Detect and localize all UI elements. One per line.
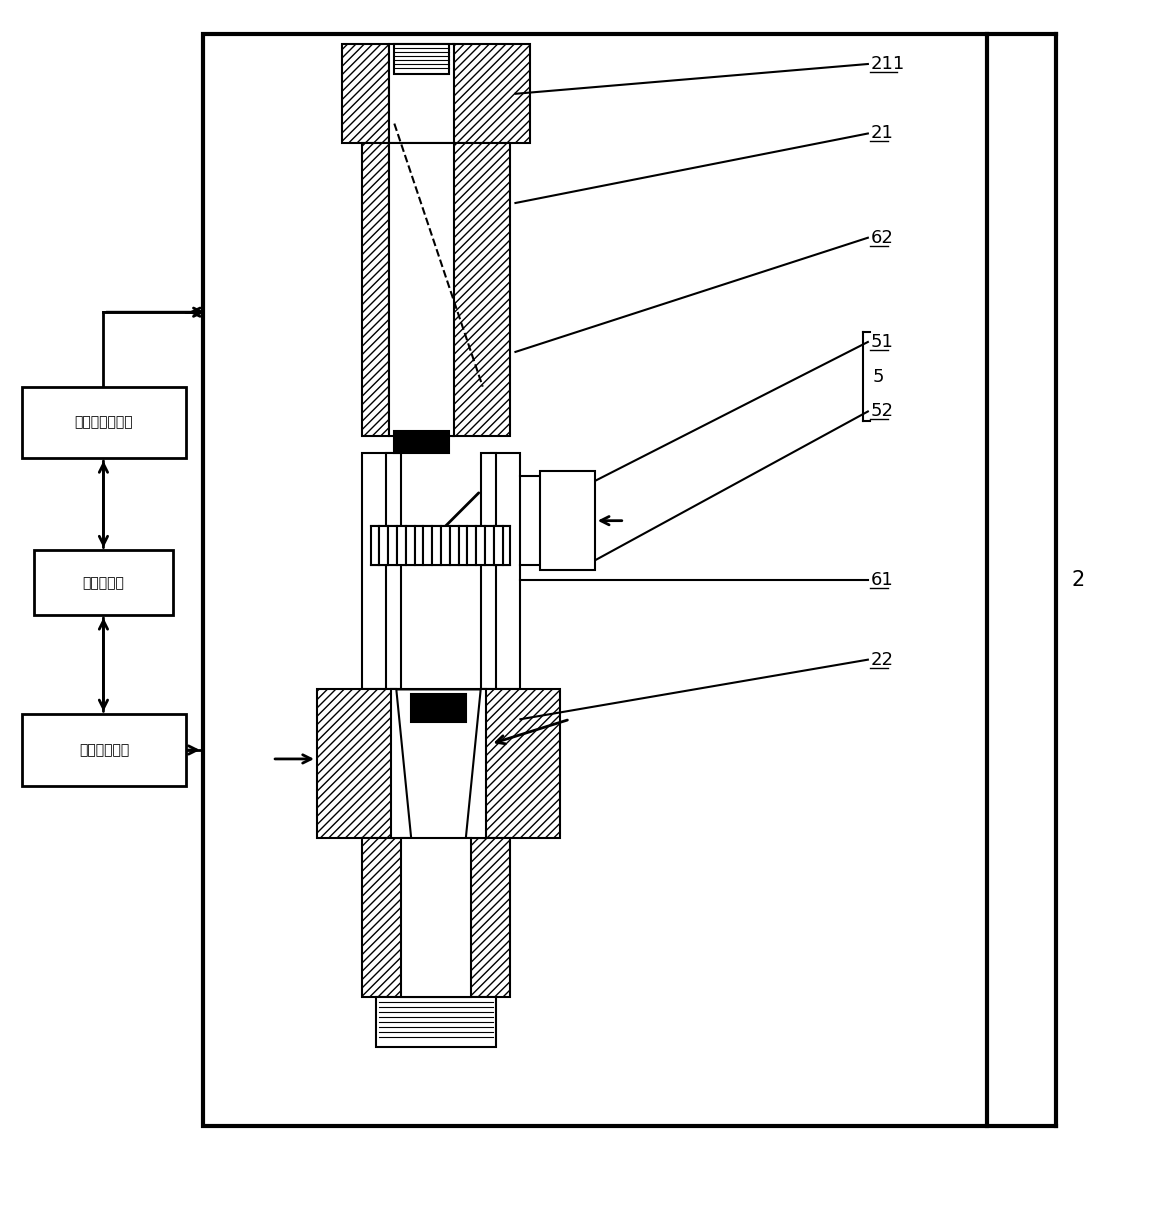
Bar [424,525,432,566]
Bar [362,838,407,998]
Bar [441,525,449,566]
Bar [449,525,458,566]
Bar [371,525,379,566]
Bar [389,144,454,437]
Bar [362,144,389,437]
Bar [386,453,401,690]
Text: 数字荆光示波器: 数字荆光示波器 [75,416,134,429]
Bar [465,838,510,998]
Text: 61: 61 [871,572,894,589]
Bar [203,34,987,1126]
Bar [394,432,449,453]
Bar [468,525,476,566]
Bar [476,525,485,566]
Bar [453,44,530,144]
Bar [502,525,510,566]
Bar [458,525,468,566]
Text: 数据采集器: 数据采集器 [83,575,124,590]
Bar [389,44,454,144]
Bar [342,44,389,144]
Bar [401,838,471,998]
Bar [494,525,502,566]
Text: 脉冲据控制器: 脉冲据控制器 [78,744,129,757]
Bar [392,690,486,838]
Text: 62: 62 [871,228,894,247]
Bar [22,714,185,785]
Text: 211: 211 [871,55,905,72]
Bar [485,525,494,566]
Text: 21: 21 [871,124,894,142]
Bar [33,551,173,615]
Bar [540,471,594,571]
Bar [415,525,424,566]
Bar [432,525,441,566]
Bar [379,525,388,566]
Bar [388,525,397,566]
Bar [22,387,185,458]
Bar [480,453,495,690]
Bar [317,690,396,838]
Text: 52: 52 [871,402,894,421]
Text: 51: 51 [871,333,894,351]
Polygon shape [396,690,480,838]
Bar [480,690,560,838]
Bar [397,525,406,566]
Text: 22: 22 [871,650,894,669]
Text: 5: 5 [873,368,885,385]
Text: 2: 2 [1071,571,1085,590]
Bar [362,453,392,690]
Bar [491,453,521,690]
Bar [394,44,449,74]
Bar [406,525,415,566]
Bar [377,998,495,1047]
Bar [411,694,465,723]
Bar [453,144,510,437]
